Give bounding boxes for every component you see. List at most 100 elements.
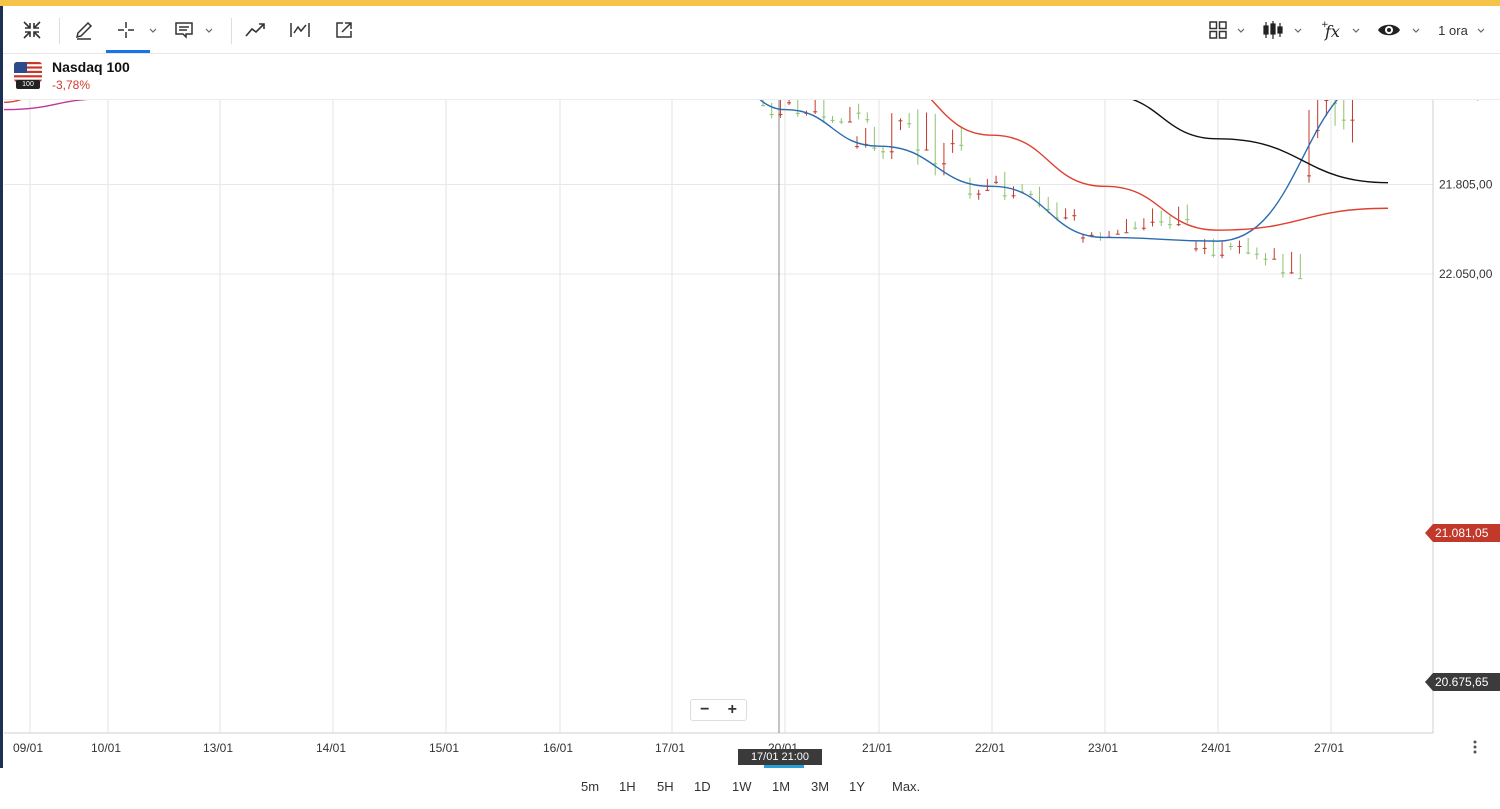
trend-icon[interactable] — [239, 14, 273, 46]
candlestick-icon[interactable] — [1258, 14, 1288, 46]
toolbar-separator — [59, 18, 60, 44]
instrument-name[interactable]: Nasdaq 100 — [52, 59, 130, 75]
x-tick-label: 21/01 — [862, 741, 892, 755]
candle-body — [1167, 224, 1172, 226]
low-line-price-tag: 20.675,65 — [1425, 673, 1500, 691]
candle-body — [1254, 253, 1259, 255]
external-link-icon[interactable] — [327, 14, 361, 46]
candle-body — [1246, 252, 1251, 254]
y-tick-label: 21.560,00 — [1439, 100, 1493, 102]
timeframe-5m[interactable]: 5m — [581, 779, 600, 794]
toolbar-separator — [231, 18, 232, 44]
candle-body — [950, 143, 955, 145]
crosshair-icon[interactable] — [111, 14, 141, 46]
candle-body — [839, 121, 844, 123]
chevron-down-icon[interactable] — [1351, 26, 1361, 36]
candle-body — [1289, 272, 1294, 274]
collapse-icon[interactable] — [15, 14, 49, 46]
chevron-down-icon[interactable] — [1236, 26, 1246, 36]
candle-body — [1324, 100, 1329, 102]
candle-body — [778, 113, 783, 115]
zoom-in-button[interactable]: + — [727, 701, 737, 718]
x-tick-label: 22/01 — [975, 741, 1005, 755]
plot-background — [4, 100, 1433, 733]
y-tick-label: 22.050,00 — [1439, 267, 1493, 281]
candle-body — [847, 121, 852, 123]
x-tick-label: 27/01 — [1314, 741, 1344, 755]
timeframe-1h[interactable]: 1H — [619, 779, 636, 794]
candle-body — [856, 112, 861, 114]
zoom-out-button[interactable]: − — [700, 701, 710, 718]
instrument-badge: 100 — [16, 80, 40, 89]
timeframe-1d[interactable]: 1D — [694, 779, 711, 794]
timeframe-bar — [0, 768, 1500, 809]
comment-icon[interactable] — [169, 14, 199, 46]
candle-body — [1089, 234, 1094, 236]
timeframe-3m[interactable]: 3M — [811, 779, 830, 794]
candle-body — [881, 151, 886, 153]
timeframe-max[interactable]: Max. — [892, 779, 921, 794]
instrument-change: -3,78% — [52, 78, 91, 92]
timeframe-1w[interactable]: 1W — [732, 779, 752, 794]
left-edge-bar — [0, 6, 3, 809]
candle-body — [1202, 247, 1207, 249]
candle-body — [821, 116, 826, 118]
x-tick-label: 13/01 — [203, 741, 233, 755]
candle-body — [1063, 217, 1068, 219]
layout-icon[interactable] — [1203, 14, 1233, 46]
top-accent-bar — [0, 0, 1500, 6]
candle-body — [855, 146, 859, 148]
candle-body — [1011, 195, 1016, 197]
candle-body — [1263, 258, 1268, 260]
chart-toolbar: + fx 1 ora — [3, 6, 1500, 54]
x-tick-label: 24/01 — [1201, 741, 1231, 755]
candle-body — [1211, 254, 1216, 256]
candle-body — [813, 111, 818, 113]
svg-text:+: + — [1321, 20, 1329, 30]
candle-body — [872, 147, 877, 149]
candle-body — [933, 163, 938, 165]
more-options-icon[interactable] — [1472, 739, 1478, 755]
timeframe-5h[interactable]: 5H — [657, 779, 674, 794]
candle-body — [1237, 246, 1242, 248]
crosshair-time-tag: 17/01 21:00 — [738, 749, 822, 765]
interval-select[interactable]: 1 ora — [1433, 14, 1473, 46]
candle-body — [1220, 254, 1225, 256]
timeframe-1m[interactable]: 1M — [772, 779, 791, 794]
candle-body — [787, 102, 792, 104]
zoom-controls: − + — [690, 699, 747, 721]
us-flag-icon — [14, 62, 42, 82]
eye-icon[interactable] — [1374, 14, 1404, 46]
instrument-header — [3, 54, 1500, 100]
chevron-down-icon[interactable] — [1411, 26, 1421, 36]
indicator-icon[interactable] — [283, 14, 317, 46]
candle-body — [1228, 246, 1233, 248]
candle-body — [1081, 237, 1085, 239]
candle-body — [1141, 227, 1146, 229]
fx-icon[interactable]: + fx — [1315, 14, 1345, 46]
candle-body — [1046, 208, 1051, 210]
candle-body — [1002, 195, 1007, 197]
candle-body — [1124, 232, 1129, 234]
chevron-down-icon[interactable] — [1293, 26, 1303, 36]
candle-body — [889, 151, 894, 153]
x-tick-label: 23/01 — [1088, 741, 1118, 755]
timeframe-1y[interactable]: 1Y — [849, 779, 865, 794]
candle-body — [1307, 175, 1311, 177]
candle-body — [865, 119, 870, 121]
candle-body — [1194, 248, 1198, 250]
pencil-icon[interactable] — [67, 14, 101, 46]
chevron-down-icon[interactable] — [1476, 26, 1486, 36]
candle-body — [1037, 204, 1042, 206]
chevron-down-icon[interactable] — [148, 26, 158, 36]
candle-body — [968, 193, 972, 195]
chevron-down-icon[interactable] — [204, 26, 214, 36]
candle-body — [1133, 227, 1138, 229]
current-price-tag: 21.081,05 — [1425, 524, 1500, 542]
candle-body — [1028, 193, 1033, 195]
x-tick-label: 10/01 — [91, 741, 121, 755]
candle-body — [907, 123, 912, 125]
